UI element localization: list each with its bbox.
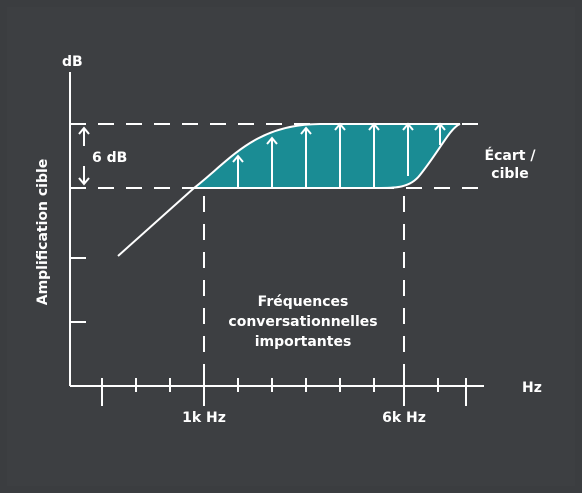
- gain-arrow: [334, 122, 346, 188]
- y-axis-title: Amplification cible: [35, 159, 51, 306]
- region-label-line3: importantes: [255, 334, 352, 350]
- x-axis-unit: Hz: [522, 380, 542, 396]
- region-label-line1: Fréquences: [258, 294, 349, 310]
- diagram-panel: [7, 7, 575, 486]
- gain-arrow: [300, 126, 312, 188]
- deviation-label-line2: cible: [491, 166, 528, 182]
- gain-arrow: [232, 154, 244, 188]
- freq-6k-label: 6k Hz: [382, 410, 426, 426]
- region-label-line2: conversationnelles: [228, 314, 377, 330]
- gain-arrow: [266, 136, 278, 188]
- deviation-label-line1: Écart /: [485, 147, 537, 164]
- gap-arrow: [78, 126, 90, 186]
- y-axis-unit: dB: [62, 54, 83, 70]
- axes: [69, 72, 484, 406]
- deviation-area: [191, 123, 461, 189]
- gap-label: 6 dB: [92, 150, 127, 166]
- dashed-guides: [70, 123, 486, 386]
- gain-arrow: [368, 122, 380, 188]
- freq-1k-label: 1k Hz: [182, 410, 226, 426]
- target-curve: [117, 187, 195, 257]
